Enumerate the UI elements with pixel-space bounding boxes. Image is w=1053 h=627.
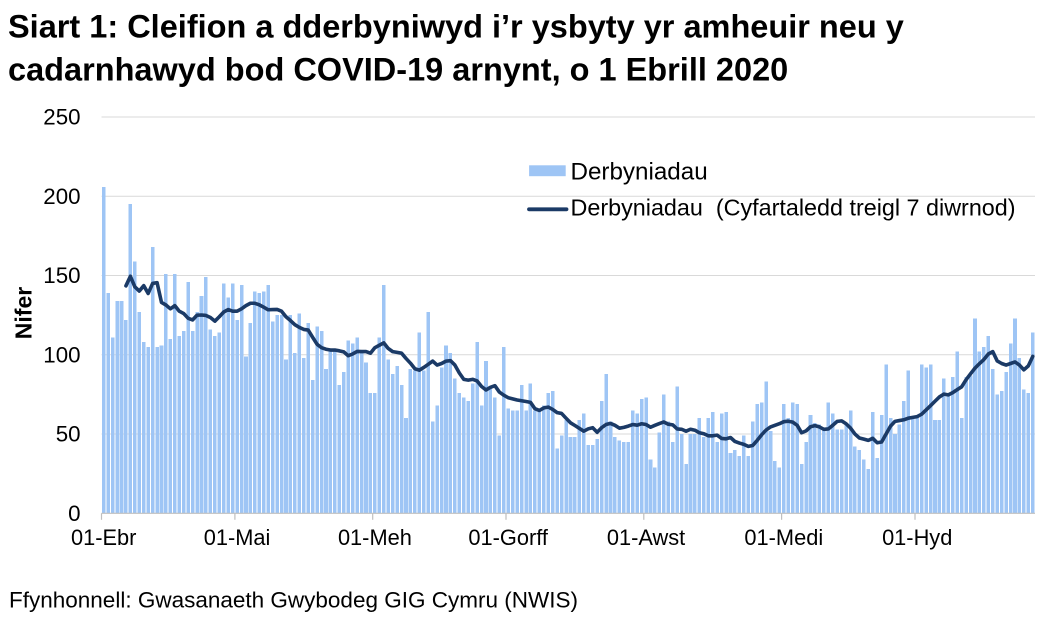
svg-text:150: 150: [43, 263, 80, 288]
svg-text:200: 200: [43, 184, 80, 209]
svg-text:01-Awst: 01-Awst: [607, 525, 685, 550]
svg-text:01-Meh: 01-Meh: [338, 525, 412, 550]
svg-text:50: 50: [56, 422, 81, 447]
svg-text:Derbyniadau (Cyfartaledd trei: Derbyniadau (Cyfartaledd treigl 7 diwrno…: [571, 195, 1016, 221]
svg-text:Ffynhonnell: Gwasanaeth Gwybod: Ffynhonnell: Gwasanaeth Gwybodeg GIG Cym…: [9, 588, 578, 613]
svg-text:0: 0: [68, 501, 80, 526]
svg-text:01-Hyd: 01-Hyd: [882, 525, 952, 550]
svg-text:Nifer: Nifer: [11, 287, 37, 339]
svg-text:01-Medi: 01-Medi: [744, 525, 823, 550]
svg-text:01-Gorff: 01-Gorff: [468, 525, 549, 550]
svg-text:Siart 1: Cleifion a dderbyniwy: Siart 1: Cleifion a dderbyniwyd i’r ysby…: [8, 9, 904, 45]
svg-text:250: 250: [43, 105, 80, 130]
svg-text:01-Mai: 01-Mai: [204, 525, 271, 550]
svg-text:01-Ebr: 01-Ebr: [71, 525, 136, 550]
svg-text:cadarnhawyd bod COVID-19 arnyn: cadarnhawyd bod COVID-19 arnynt, o 1 Ebr…: [8, 52, 788, 88]
svg-text:100: 100: [43, 342, 80, 367]
svg-text:Derbyniadau: Derbyniadau: [571, 159, 708, 186]
